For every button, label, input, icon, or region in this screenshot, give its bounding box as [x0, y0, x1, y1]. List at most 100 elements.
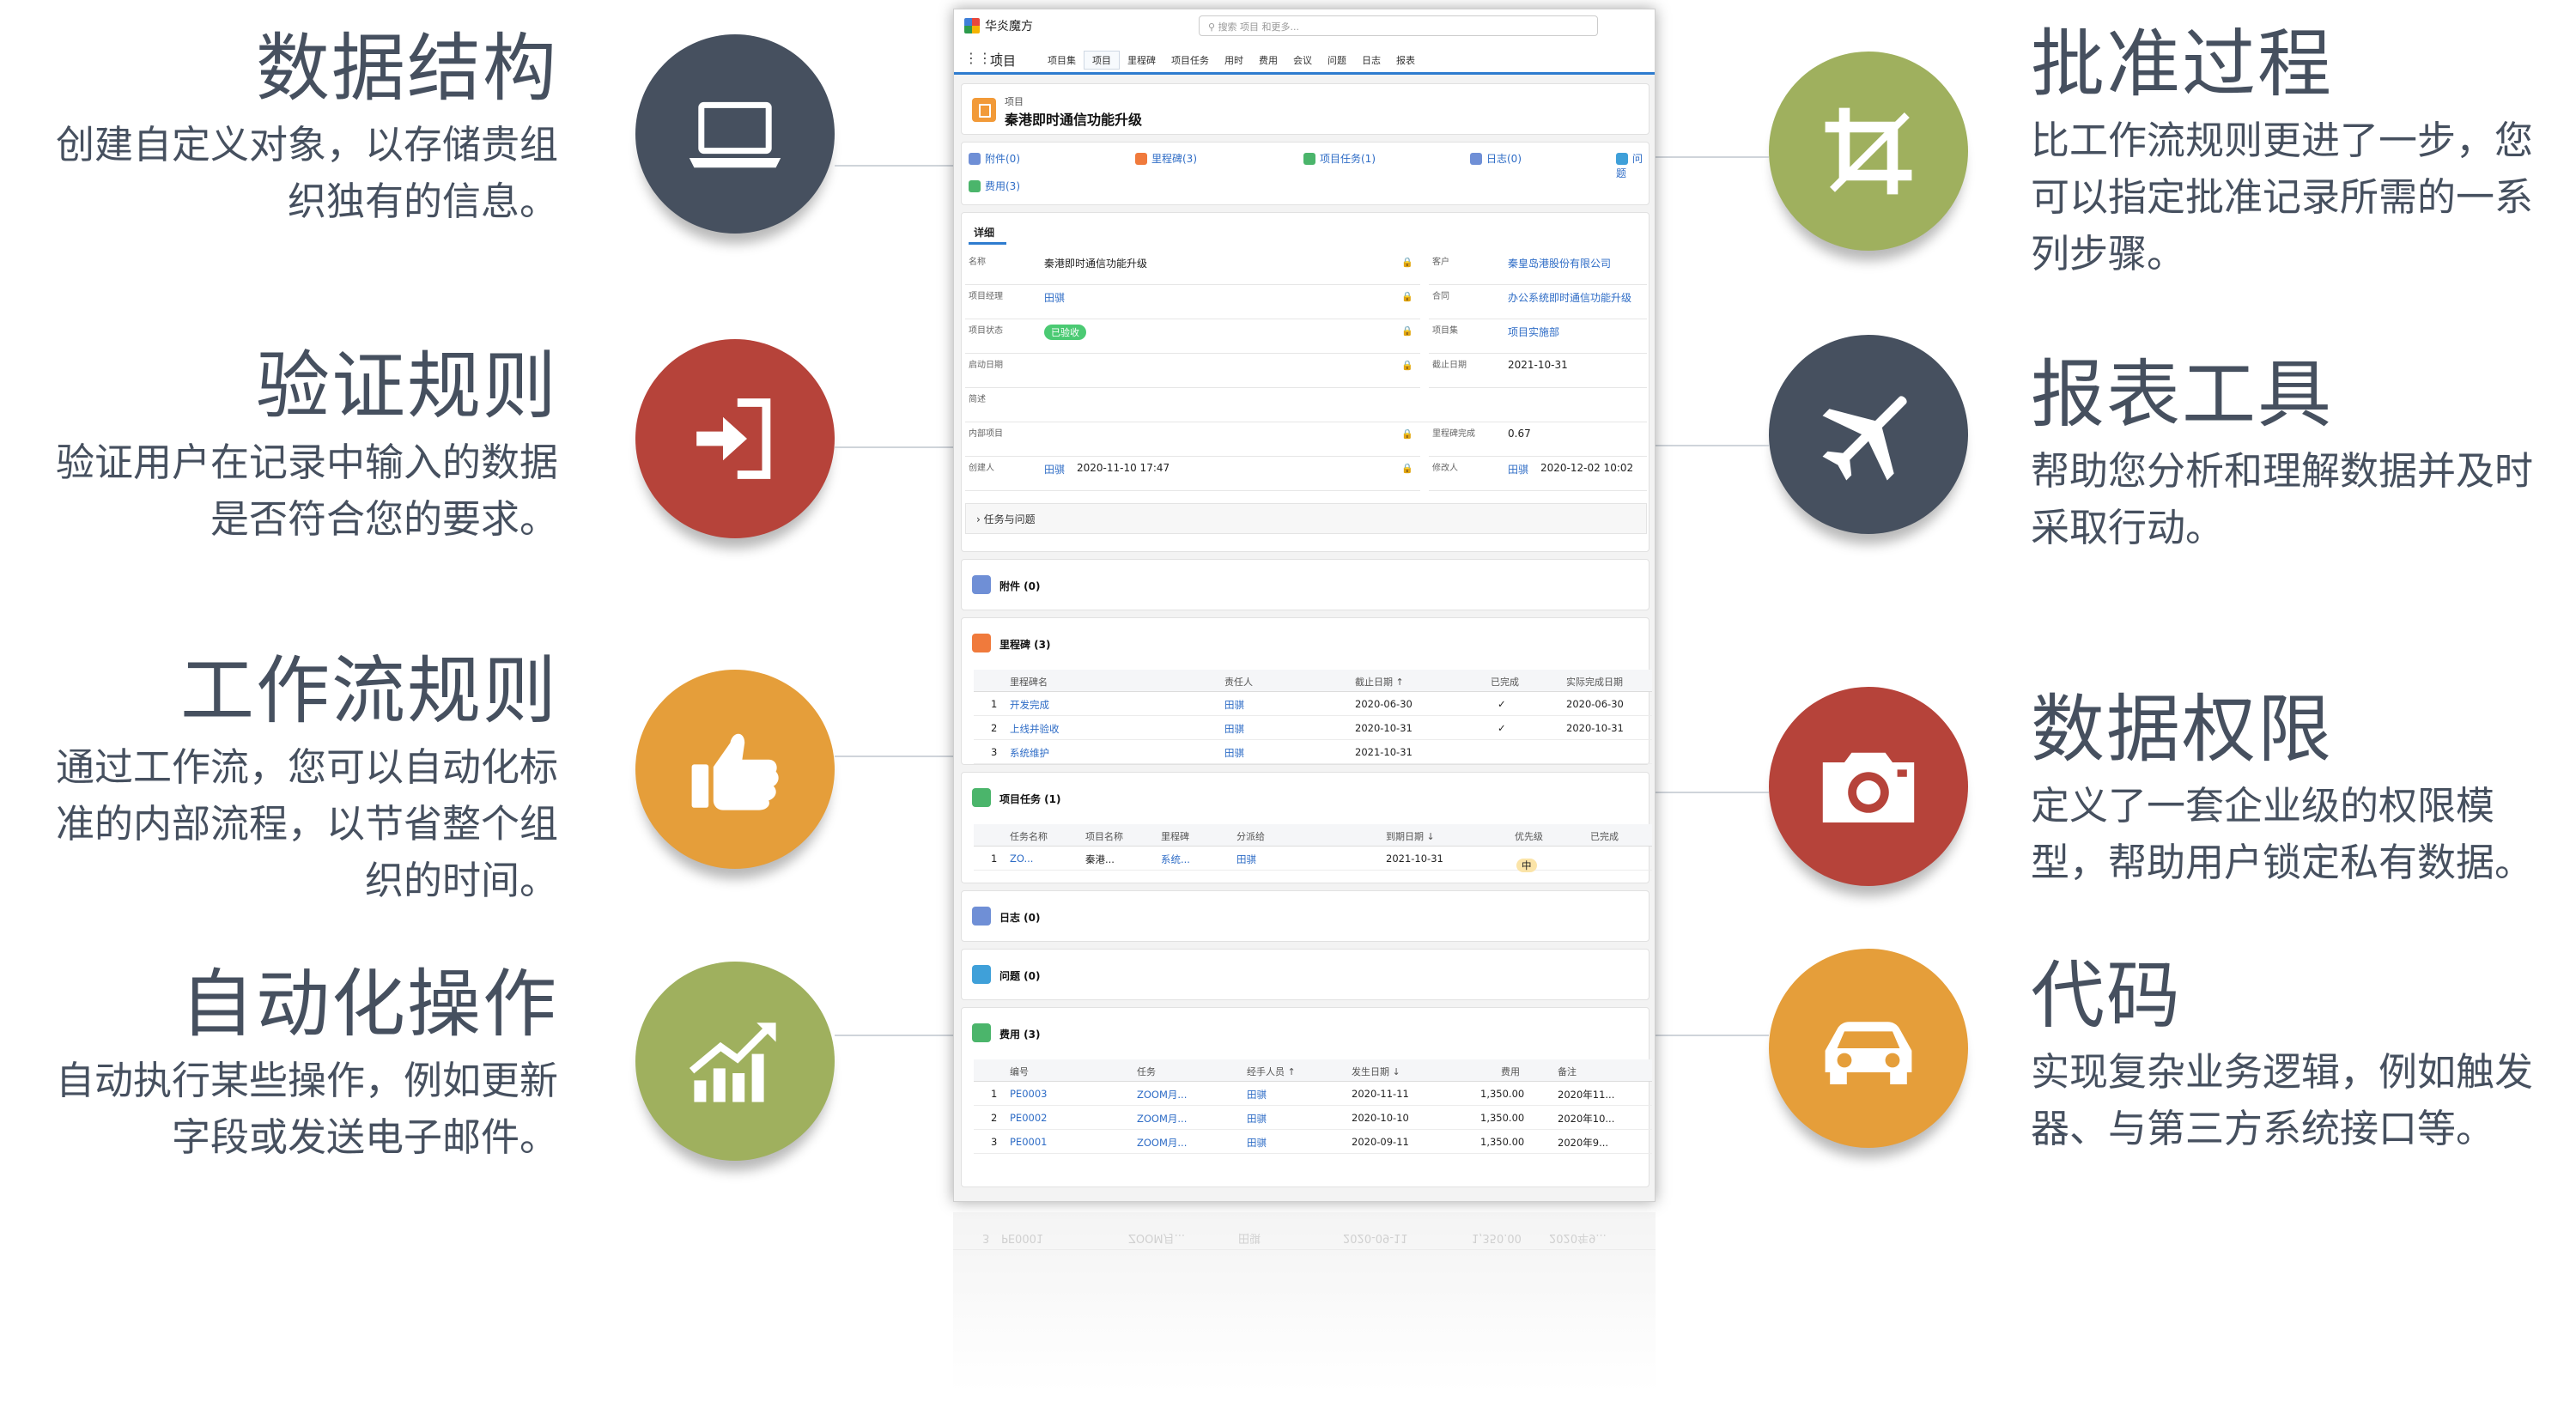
related-list-title[interactable]: 费用 (3) [999, 1029, 1041, 1041]
row-number: 2 [991, 1112, 998, 1124]
camera-icon-circle [1769, 687, 1968, 886]
column-header[interactable]: 里程碑名 [1010, 677, 1048, 688]
cell-link[interactable]: 系统维护 [1010, 747, 1049, 759]
column-header[interactable]: 里程碑 [1161, 831, 1189, 842]
tab-log[interactable]: 日志 [1362, 55, 1381, 66]
related-milestones-link[interactable]: 里程碑(3) [1135, 151, 1197, 166]
related-list-title[interactable]: 附件 (0) [999, 580, 1041, 592]
cell-link[interactable]: ZOOM月... [1137, 1113, 1188, 1125]
car-icon-circle [1769, 949, 1968, 1148]
cell-link[interactable]: 田骐 [1224, 699, 1244, 711]
search-input[interactable]: ⚲ 搜索 项目 和更多... [1199, 15, 1598, 36]
related-list-title[interactable]: 问题 (0) [999, 970, 1041, 982]
field-value-link[interactable]: 秦皇岛港股份有限公司 [1508, 258, 1612, 270]
field-value-link[interactable]: 田骐 [1044, 464, 1066, 476]
column-header[interactable]: 项目名称 [1085, 831, 1123, 842]
column-header[interactable]: 截止日期 ↑ [1355, 677, 1404, 688]
tab-timesheet[interactable]: 用时 [1224, 55, 1243, 66]
table-row: 1 ZO... 秦港... 系统... 田骐 2021-10-31 中 [974, 847, 1652, 872]
field-value: 2020-11-10 17:47 [1077, 462, 1170, 474]
nav-app-name: 项目 [990, 53, 1017, 69]
cell: 2020-06-30 [1355, 698, 1413, 710]
related-expenses-link[interactable]: 费用(3) [969, 179, 1020, 193]
field-customer: 客户 秦皇岛港股份有限公司 [1429, 251, 1647, 285]
related-list-title[interactable]: 项目任务 (1) [999, 793, 1061, 805]
related-logs-link[interactable]: 日志(0) [1470, 151, 1522, 166]
cell-link[interactable]: 开发完成 [1010, 699, 1049, 711]
field-label: 项目集 [1432, 326, 1458, 336]
column-header[interactable]: 费用 [1501, 1066, 1520, 1077]
related-list-title[interactable]: 里程碑 (3) [999, 639, 1051, 651]
column-header[interactable]: 已完成 [1491, 677, 1519, 688]
tab-project-task[interactable]: 项目任务 [1171, 55, 1209, 66]
tab-program[interactable]: 项目集 [1048, 55, 1076, 66]
field-value: 2020-12-02 10:02 [1540, 462, 1634, 474]
crop-icon-circle [1769, 52, 1968, 251]
field-progress: 里程碑完成 0.67 [1429, 422, 1647, 457]
feature-workflow-rules: 工作流规则 通过工作流，您可以自动化标 准的内部流程，以节省整个组 织的时间。 [9, 648, 558, 909]
cell-link[interactable]: ZO... [1010, 853, 1034, 865]
column-header[interactable]: 优先级 [1515, 831, 1543, 842]
issue-icon [972, 965, 991, 984]
field-value-link[interactable]: 项目实施部 [1508, 326, 1560, 338]
feature-desc-line: 织独有的信息。 [287, 179, 558, 224]
cell-link[interactable]: 田骐 [1224, 723, 1244, 735]
lock-icon: 🔒 [1401, 325, 1413, 337]
row-number: 3 [991, 746, 998, 758]
related-list-title[interactable]: 日志 (0) [999, 912, 1041, 924]
column-header[interactable]: 分派给 [1236, 831, 1265, 842]
section-tasks-issues[interactable]: › 任务与问题 [965, 503, 1647, 534]
tab-project[interactable]: 项目 [1084, 51, 1120, 70]
column-header[interactable]: 任务名称 [1010, 831, 1048, 842]
brand[interactable]: 华炎魔方 [964, 17, 1033, 34]
tab-issue[interactable]: 问题 [1327, 55, 1346, 66]
task-icon [972, 788, 991, 807]
tab-report[interactable]: 报表 [1396, 55, 1415, 66]
column-header[interactable]: 责任人 [1224, 677, 1253, 688]
feature-desc-line: 通过工作流，您可以自动化标 [55, 744, 558, 790]
cell-link[interactable]: PE0003 [1010, 1088, 1048, 1100]
cell-link[interactable]: 田骐 [1247, 1137, 1267, 1149]
row-number: 1 [991, 853, 998, 865]
reflection-text: 2020-09-11 [1343, 1231, 1408, 1244]
field-value-link[interactable]: 田骐 [1044, 292, 1066, 304]
field-value-link[interactable]: 办公系统即时通信功能升级 [1508, 292, 1632, 304]
field-value: 已验收 [1044, 325, 1086, 340]
reflection-text: ZOOM月... [1128, 1231, 1185, 1244]
column-header[interactable]: 备注 [1558, 1066, 1577, 1077]
column-header[interactable]: 到期日期 ↓ [1386, 831, 1435, 842]
tab-expense[interactable]: 费用 [1259, 55, 1278, 66]
tab-detail[interactable]: 详细 [974, 227, 995, 239]
brand-logo-icon [964, 18, 980, 33]
tab-milestone[interactable]: 里程碑 [1127, 55, 1156, 66]
related-links: 附件(0) 里程碑(3) 项目任务(1) 日志(0) 问题 费用(3) [961, 142, 1649, 205]
related-attachments-link[interactable]: 附件(0) [969, 151, 1020, 166]
cell-link[interactable]: ZOOM月... [1137, 1089, 1188, 1101]
cell-link[interactable]: 系统... [1161, 853, 1190, 865]
feature-desc: 通过工作流，您可以自动化标 准的内部流程，以节省整个组 织的时间。 [9, 739, 558, 909]
related-tasks-link[interactable]: 项目任务(1) [1303, 151, 1376, 166]
app-launcher-icon[interactable]: ⋮⋮⋮ [964, 50, 1005, 66]
cell: 2020-10-10 [1352, 1112, 1409, 1124]
field-label: 名称 [969, 258, 986, 267]
column-header[interactable]: 实际完成日期 [1566, 677, 1623, 688]
related-issues-link[interactable]: 问题 [1616, 151, 1649, 180]
cell-link[interactable]: PE0001 [1010, 1136, 1048, 1148]
cell-link[interactable]: 田骐 [1224, 747, 1244, 759]
field-value-link[interactable]: 田骐 [1508, 464, 1529, 476]
cell-link[interactable]: ZOOM月... [1137, 1137, 1188, 1149]
cell: 2020-06-30 [1566, 698, 1624, 710]
cell-link[interactable]: 上线并验收 [1010, 723, 1060, 735]
cell-link[interactable]: 田骐 [1247, 1113, 1267, 1125]
column-header[interactable]: 已完成 [1590, 831, 1619, 842]
column-header[interactable]: 任务 [1137, 1066, 1156, 1077]
column-header[interactable]: 经手人员 ↑ [1247, 1066, 1296, 1077]
cell-link[interactable]: 田骐 [1236, 853, 1256, 865]
bar-chart-trend-icon [689, 1023, 776, 1102]
tab-meeting[interactable]: 会议 [1293, 55, 1312, 66]
column-header[interactable]: 发生日期 ↓ [1352, 1066, 1400, 1077]
feature-title: 数据权限 [2031, 687, 2333, 773]
column-header[interactable]: 编号 [1010, 1066, 1029, 1077]
cell-link[interactable]: 田骐 [1247, 1089, 1267, 1101]
cell-link[interactable]: PE0002 [1010, 1112, 1048, 1124]
